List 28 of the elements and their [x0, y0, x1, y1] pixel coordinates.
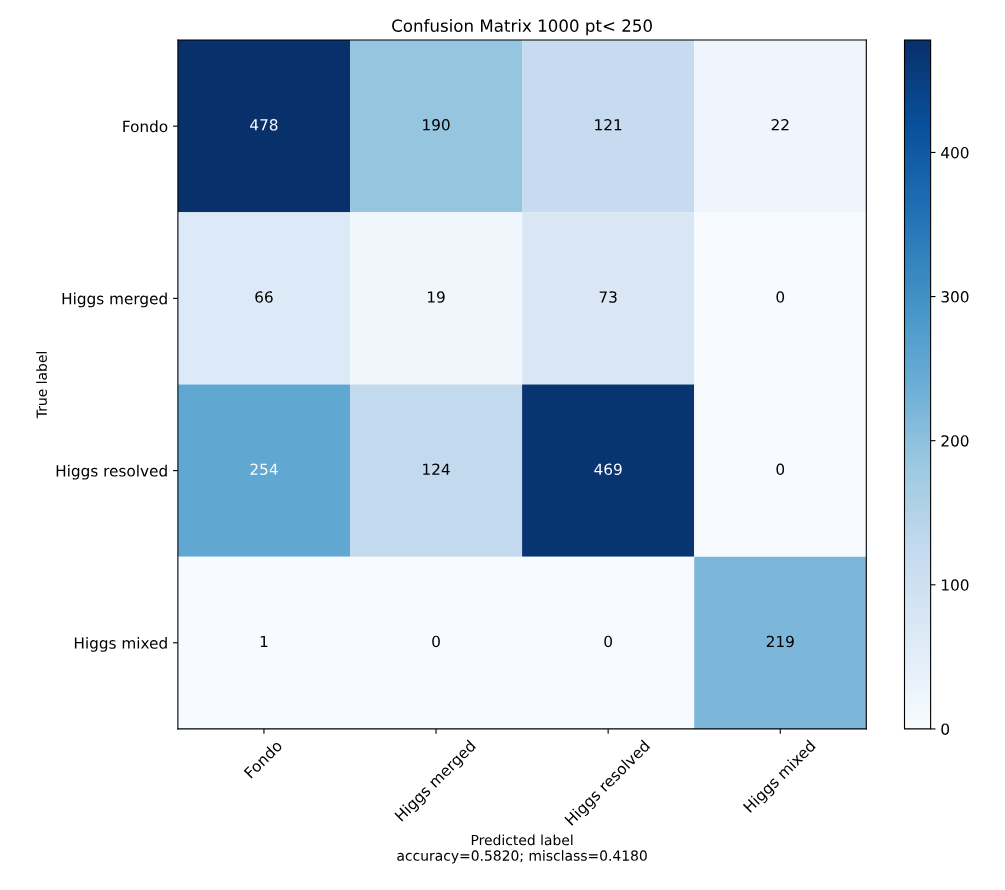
- color-bar-label: 100: [942, 579, 969, 591]
- y-tick-label: Higgs merged: [62, 292, 167, 308]
- y-tick-label: Higgs mixed: [74, 637, 167, 652]
- y-tick-label: Higgs resolved: [56, 464, 167, 480]
- data-label: 0: [776, 463, 785, 476]
- data-label: 19: [428, 291, 445, 303]
- data-label: 478: [250, 119, 278, 131]
- data-label: 121: [595, 119, 622, 131]
- data-label: 73: [599, 291, 617, 303]
- chart-title: Confusion Matrix 1000 pt< 250: [392, 19, 652, 36]
- data-label: 469: [594, 463, 622, 476]
- y-axis-title: True label: [36, 352, 47, 419]
- data-label: 219: [766, 635, 794, 648]
- data-label: 66: [255, 291, 273, 303]
- color-bar-label: 400: [941, 146, 969, 159]
- data-label: 0: [432, 635, 440, 648]
- color-bar-label: 200: [941, 435, 969, 447]
- data-label: 190: [423, 119, 450, 131]
- data-label: 22: [771, 119, 789, 131]
- x-axis-title: Predicted label accuracy=0.5820; misclass=0.4180: [397, 834, 647, 864]
- color-bar-label: 0: [941, 723, 950, 735]
- data-label: 1: [260, 635, 268, 648]
- data-label: 254: [250, 463, 278, 476]
- data-label: 124: [423, 463, 450, 475]
- data-label: 0: [776, 291, 785, 303]
- y-tick-label: Fondo: [123, 120, 168, 133]
- data-label: 0: [604, 635, 612, 648]
- color-bar-label: 300: [941, 291, 969, 303]
